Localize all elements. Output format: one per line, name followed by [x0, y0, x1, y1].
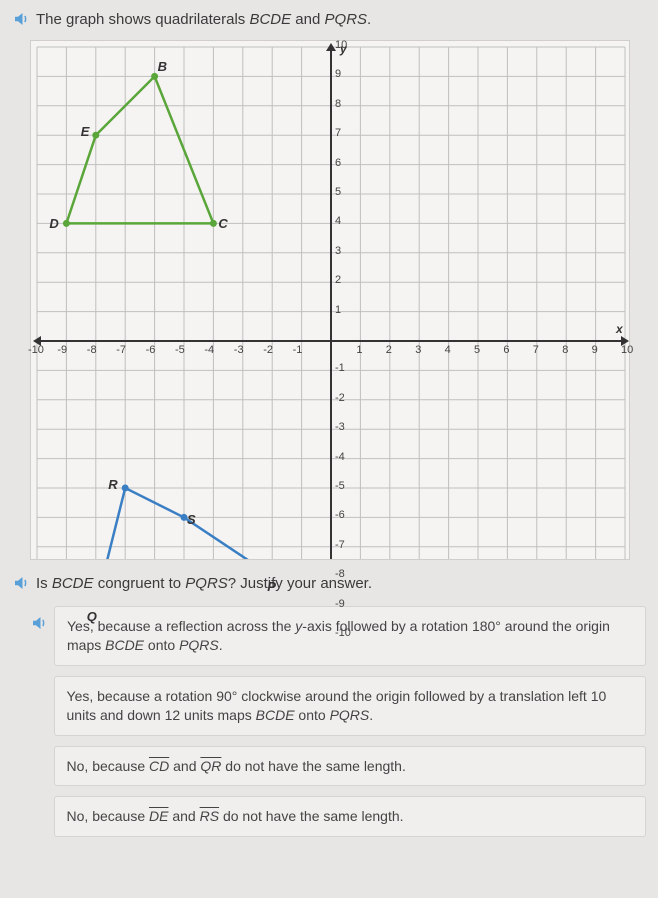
- answer-row-3: No, because CD and QR do not have the sa…: [30, 746, 646, 787]
- answer-row-2: Yes, because a rotation 90° clockwise ar…: [30, 676, 646, 736]
- q-mid: congruent to: [94, 575, 186, 592]
- prompt-suffix: .: [367, 11, 371, 28]
- speaker-icon[interactable]: [12, 574, 30, 592]
- q-shape1: BCDE: [52, 575, 94, 592]
- answer-text: Yes, because a rotation 90° clockwise ar…: [67, 688, 607, 723]
- prompt-text: The graph shows quadrilaterals BCDE and …: [36, 11, 371, 28]
- answer-text: No, because DE and RS do not have the sa…: [67, 808, 404, 824]
- q-suffix: ? Justify your answer.: [228, 575, 372, 592]
- speaker-icon[interactable]: [12, 10, 30, 28]
- answer-option[interactable]: Yes, because a rotation 90° clockwise ar…: [54, 676, 646, 736]
- q-prefix: Is: [36, 575, 52, 592]
- prompt-row: The graph shows quadrilaterals BCDE and …: [12, 10, 646, 28]
- answers: Yes, because a reflection across the y-a…: [12, 606, 646, 837]
- chart-wrap: -10-9-8-7-6-5-4-3-2-11234567891010987654…: [12, 40, 646, 560]
- speaker-icon[interactable]: [30, 614, 48, 632]
- answer-text: No, because CD and QR do not have the sa…: [67, 758, 406, 774]
- answer-row-4: No, because DE and RS do not have the sa…: [30, 796, 646, 837]
- q-shape2: PQRS: [185, 575, 228, 592]
- answer-option[interactable]: No, because CD and QR do not have the sa…: [54, 746, 646, 787]
- coordinate-grid: -10-9-8-7-6-5-4-3-2-11234567891010987654…: [30, 40, 630, 560]
- prompt-prefix: The graph shows quadrilaterals: [36, 11, 249, 28]
- question-text: Is BCDE congruent to PQRS? Justify your …: [36, 575, 372, 592]
- prompt-shape2: PQRS: [325, 11, 368, 28]
- answer-option[interactable]: No, because DE and RS do not have the sa…: [54, 796, 646, 837]
- prompt-shape1: BCDE: [249, 11, 291, 28]
- question-row: Is BCDE congruent to PQRS? Justify your …: [12, 574, 646, 592]
- prompt-mid: and: [291, 11, 324, 28]
